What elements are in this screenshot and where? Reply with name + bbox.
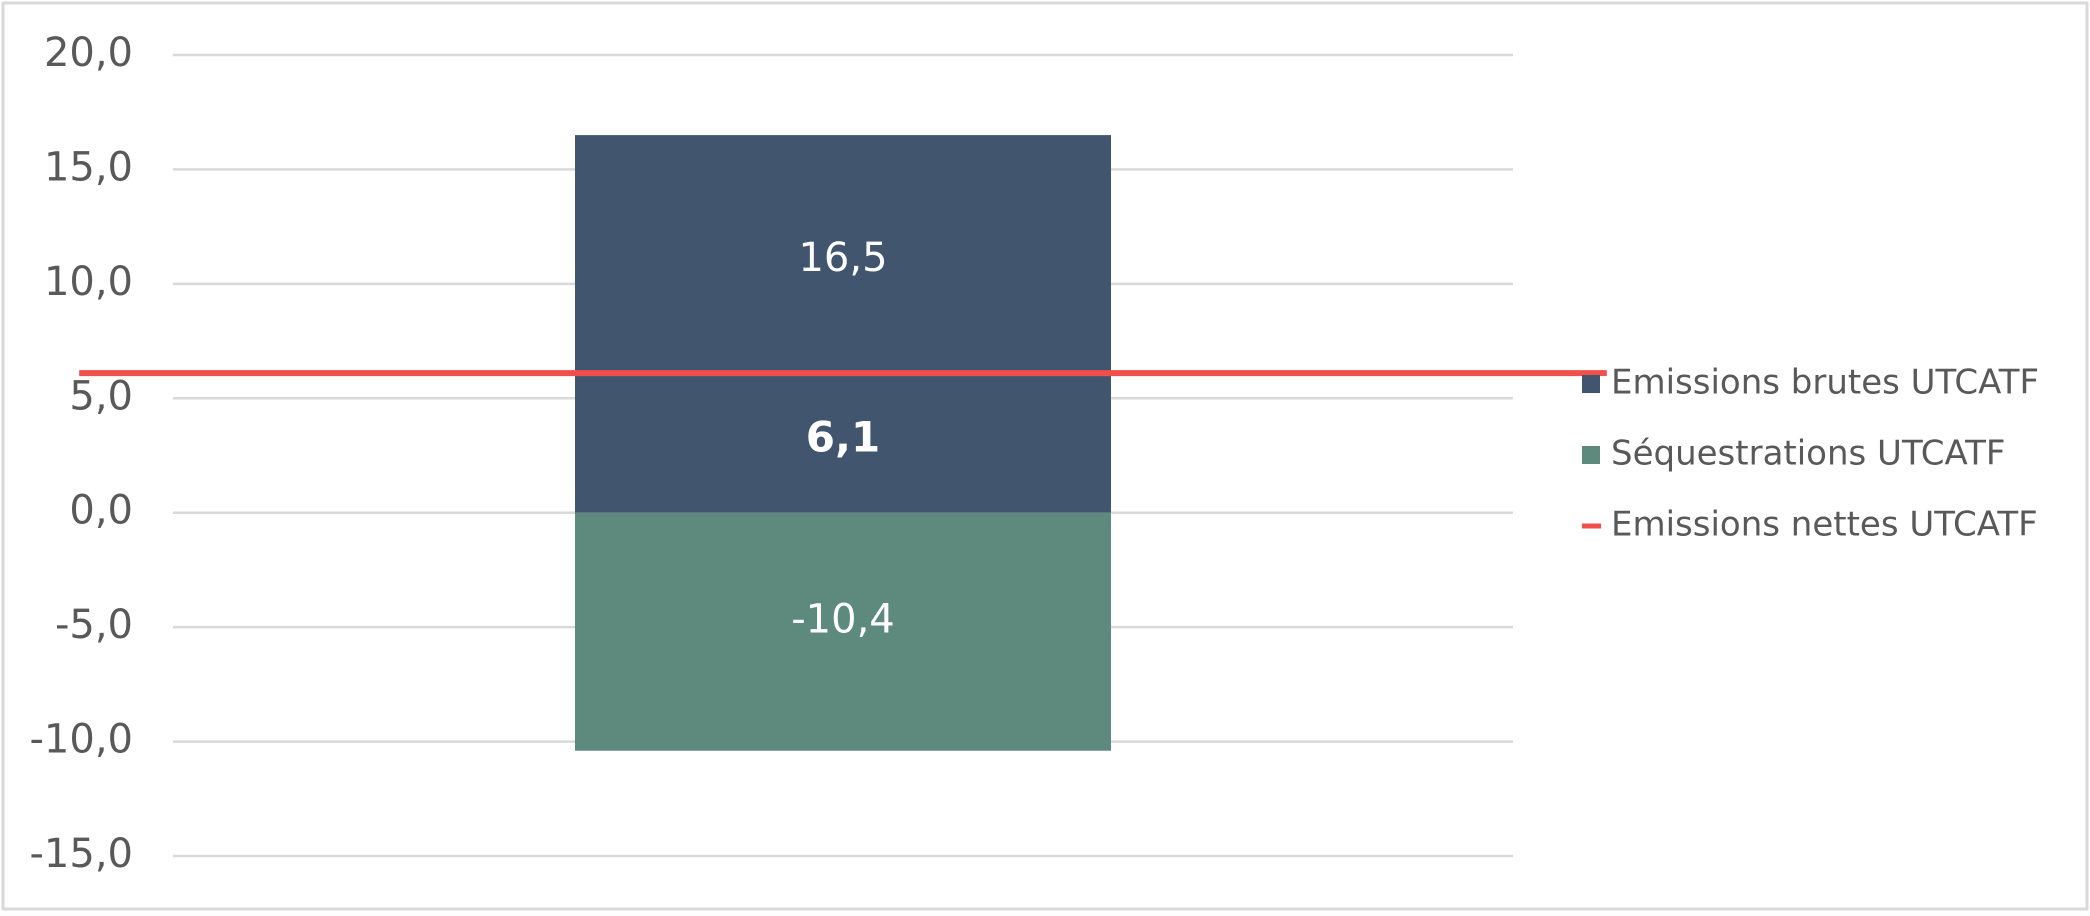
- y-tick-label: 0,0: [69, 488, 133, 534]
- y-tick-label: 20,0: [44, 30, 133, 76]
- y-tick-label: -10,0: [30, 717, 134, 763]
- y-tick-label: 5,0: [69, 373, 133, 419]
- y-tick-label: 10,0: [44, 259, 133, 305]
- y-tick-label: -5,0: [55, 602, 133, 648]
- bar: [575, 512, 1111, 751]
- y-tick-label: -15,0: [30, 831, 134, 877]
- legend-label: Emissions nettes UTCATF: [1611, 505, 2038, 545]
- value-label: 6,1: [806, 413, 880, 462]
- legend-swatch: [1582, 446, 1600, 464]
- bar: [575, 135, 1111, 513]
- y-tick-label: 15,0: [44, 144, 133, 190]
- value-label: -10,4: [791, 597, 895, 643]
- legend-swatch: [1582, 375, 1600, 393]
- legend-label: Séquestrations UTCATF: [1611, 434, 2005, 474]
- value-label: 16,5: [798, 235, 887, 281]
- legend-label: Emissions brutes UTCATF: [1611, 363, 2039, 403]
